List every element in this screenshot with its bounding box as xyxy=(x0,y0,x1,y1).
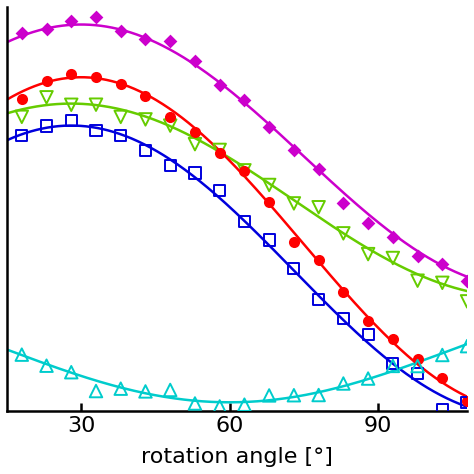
Point xyxy=(18,95,26,102)
Point xyxy=(365,331,372,339)
Point xyxy=(463,298,471,305)
Point xyxy=(43,26,50,33)
Point xyxy=(166,162,174,170)
Point xyxy=(191,140,199,148)
Point xyxy=(290,265,298,273)
Point xyxy=(339,314,347,322)
Point xyxy=(18,113,26,121)
Point xyxy=(241,166,248,174)
Point xyxy=(67,117,75,124)
Point xyxy=(92,13,100,21)
Point xyxy=(339,380,347,387)
Point xyxy=(463,278,471,285)
Point xyxy=(191,169,199,177)
Point xyxy=(414,362,421,370)
Point xyxy=(265,392,273,399)
Point xyxy=(117,81,125,88)
Point xyxy=(290,238,298,246)
Point xyxy=(265,198,273,206)
Point xyxy=(265,181,273,189)
Point xyxy=(438,260,446,268)
Point xyxy=(290,146,298,154)
Point xyxy=(438,279,446,287)
Point xyxy=(438,351,446,359)
Point xyxy=(414,370,421,377)
Point xyxy=(216,402,223,410)
Point xyxy=(265,123,273,131)
X-axis label: rotation angle [°]: rotation angle [°] xyxy=(141,447,333,467)
Point xyxy=(339,199,347,207)
Point xyxy=(43,362,50,369)
Point xyxy=(166,37,174,45)
Point xyxy=(43,77,50,85)
Point xyxy=(166,113,174,121)
Point xyxy=(117,27,125,35)
Point xyxy=(365,317,372,325)
Point xyxy=(241,167,248,174)
Point xyxy=(315,256,322,264)
Point xyxy=(241,401,248,409)
Point xyxy=(191,57,199,64)
Point xyxy=(315,165,322,173)
Point xyxy=(117,131,125,139)
Point xyxy=(438,374,446,382)
Point xyxy=(67,101,75,109)
Point xyxy=(414,355,421,363)
Point xyxy=(191,128,199,136)
Point xyxy=(389,233,397,240)
Point xyxy=(414,253,421,260)
Point xyxy=(67,70,75,78)
Point xyxy=(463,399,471,406)
Point xyxy=(18,351,26,358)
Point xyxy=(92,127,100,134)
Point xyxy=(414,277,421,284)
Point xyxy=(315,295,322,303)
Point xyxy=(142,388,149,395)
Point xyxy=(339,288,347,296)
Point xyxy=(216,149,223,157)
Point xyxy=(216,146,223,154)
Point xyxy=(67,368,75,376)
Point xyxy=(315,203,322,211)
Point xyxy=(290,392,298,399)
Point xyxy=(43,93,50,101)
Point xyxy=(191,400,199,407)
Point xyxy=(18,132,26,140)
Point xyxy=(389,254,397,262)
Point xyxy=(339,229,347,237)
Point xyxy=(365,219,372,227)
Point xyxy=(92,387,100,395)
Point xyxy=(438,406,446,414)
Point xyxy=(365,250,372,258)
Point xyxy=(463,342,471,350)
Point xyxy=(92,73,100,81)
Point xyxy=(463,397,471,405)
Point xyxy=(241,218,248,225)
Point xyxy=(18,29,26,37)
Point xyxy=(389,335,397,343)
Point xyxy=(117,113,125,121)
Point xyxy=(43,122,50,130)
Point xyxy=(216,187,223,195)
Point xyxy=(166,386,174,394)
Point xyxy=(92,101,100,109)
Point xyxy=(290,200,298,207)
Point xyxy=(142,147,149,155)
Point xyxy=(265,236,273,244)
Point xyxy=(315,391,322,399)
Point xyxy=(67,18,75,25)
Point xyxy=(166,122,174,129)
Point xyxy=(142,92,149,100)
Point xyxy=(216,81,223,89)
Point xyxy=(241,96,248,104)
Point xyxy=(365,375,372,383)
Point xyxy=(389,362,397,370)
Point xyxy=(142,35,149,43)
Point xyxy=(117,385,125,392)
Point xyxy=(142,116,149,123)
Point xyxy=(389,360,397,368)
